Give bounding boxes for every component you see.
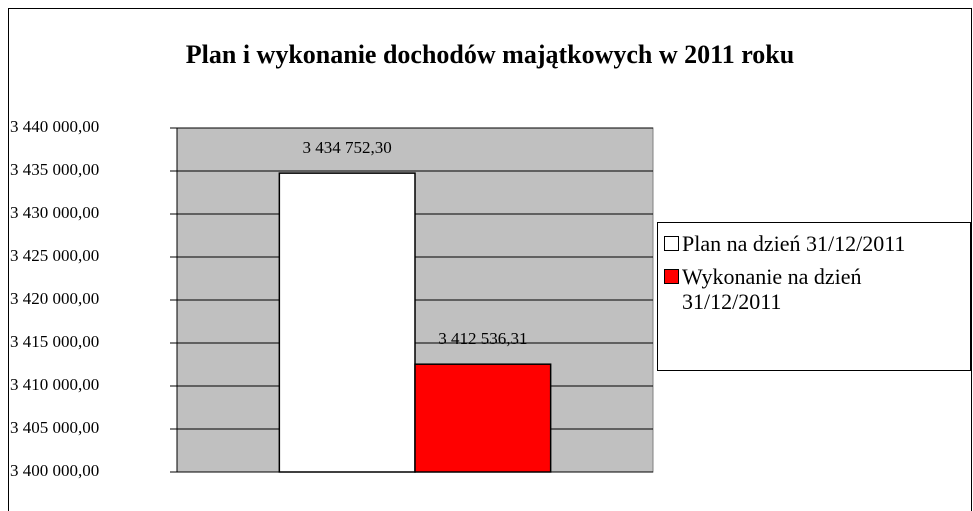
legend-swatch (664, 236, 679, 251)
legend-swatch (664, 269, 679, 284)
y-tick-label: 3 425 000,00 (10, 246, 99, 265)
y-tick-label: 3 430 000,00 (10, 203, 99, 222)
y-tick-label: 3 440 000,00 (10, 117, 99, 136)
y-tick-label: 3 420 000,00 (10, 289, 99, 308)
y-tick-label: 3 435 000,00 (10, 160, 99, 179)
chart-title: Plan i wykonanie dochodów majątkowych w … (186, 40, 794, 69)
data-label: 3 434 752,30 (303, 138, 392, 157)
y-tick-label: 3 400 000,00 (10, 461, 99, 480)
y-tick-label: 3 405 000,00 (10, 418, 99, 437)
chart-border (8, 8, 972, 511)
bar (414, 363, 552, 473)
data-label: 3 412 536,31 (438, 329, 527, 348)
legend-entry: Plan na dzień 31/12/2011 (664, 231, 964, 256)
legend: Plan na dzień 31/12/2011 Wykonanie na dzi… (657, 222, 971, 371)
legend-label: Plan na dzień 31/12/2011 (682, 231, 906, 256)
bar (278, 172, 416, 473)
legend-entry: Wykonanie na dzień 31/12/2011 (664, 264, 964, 314)
y-tick-label: 3 415 000,00 (10, 332, 99, 351)
y-tick-label: 3 410 000,00 (10, 375, 99, 394)
legend-label: Wykonanie na dzień 31/12/2011 (682, 264, 862, 314)
